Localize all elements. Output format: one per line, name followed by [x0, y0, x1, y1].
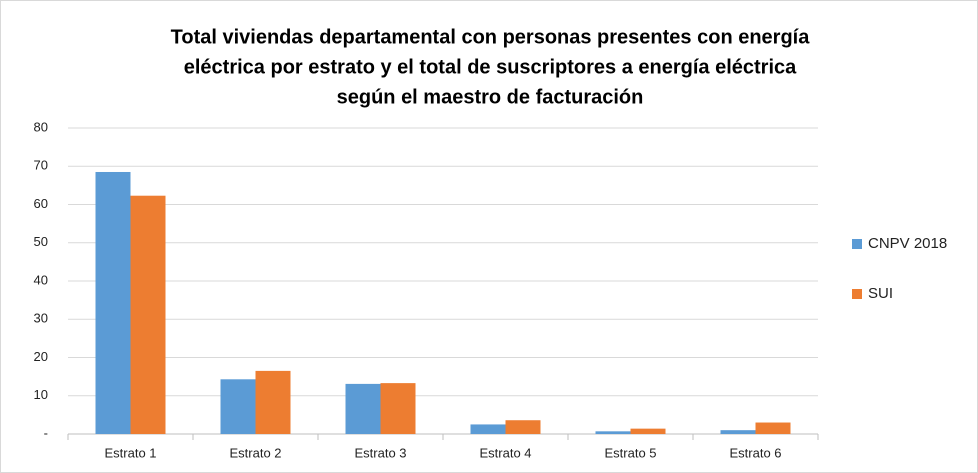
chart-title: según el maestro de facturación: [337, 86, 644, 108]
bar: [755, 422, 791, 434]
bar: [380, 383, 416, 434]
y-tick-label: 10: [34, 387, 48, 402]
bar: [595, 431, 631, 434]
x-tick-label: Estrato 5: [604, 445, 656, 460]
bar: [505, 420, 541, 434]
x-tick-label: Estrato 1: [104, 445, 156, 460]
x-tick-label: Estrato 4: [479, 445, 531, 460]
bar: [220, 379, 256, 434]
y-tick-label: 50: [34, 234, 48, 249]
legend-swatch: [852, 239, 862, 249]
legend-swatch: [852, 289, 862, 299]
y-tick-label: 30: [34, 311, 48, 326]
y-tick-label: 60: [34, 196, 48, 211]
chart-title: Total viviendas departamental con person…: [171, 26, 811, 48]
bar: [95, 171, 131, 435]
bar: [630, 428, 666, 434]
bar: [255, 370, 291, 434]
bar: [470, 424, 506, 434]
x-tick-label: Estrato 6: [729, 445, 781, 460]
chart-title: eléctrica por estrato y el total de susc…: [184, 56, 797, 78]
y-tick-label: 70: [34, 158, 48, 173]
y-tick-label: 80: [34, 119, 48, 134]
bar: [345, 383, 381, 434]
x-tick-label: Estrato 2: [229, 445, 281, 460]
y-tick-label: 20: [34, 349, 48, 364]
bar: [720, 430, 756, 434]
x-tick-label: Estrato 3: [354, 445, 406, 460]
y-tick-label: -: [44, 425, 48, 440]
legend-label: SUI: [868, 285, 893, 302]
y-tick-label: 40: [34, 272, 48, 287]
legend-label: CNPV 2018: [868, 235, 947, 252]
bar: [130, 195, 166, 434]
